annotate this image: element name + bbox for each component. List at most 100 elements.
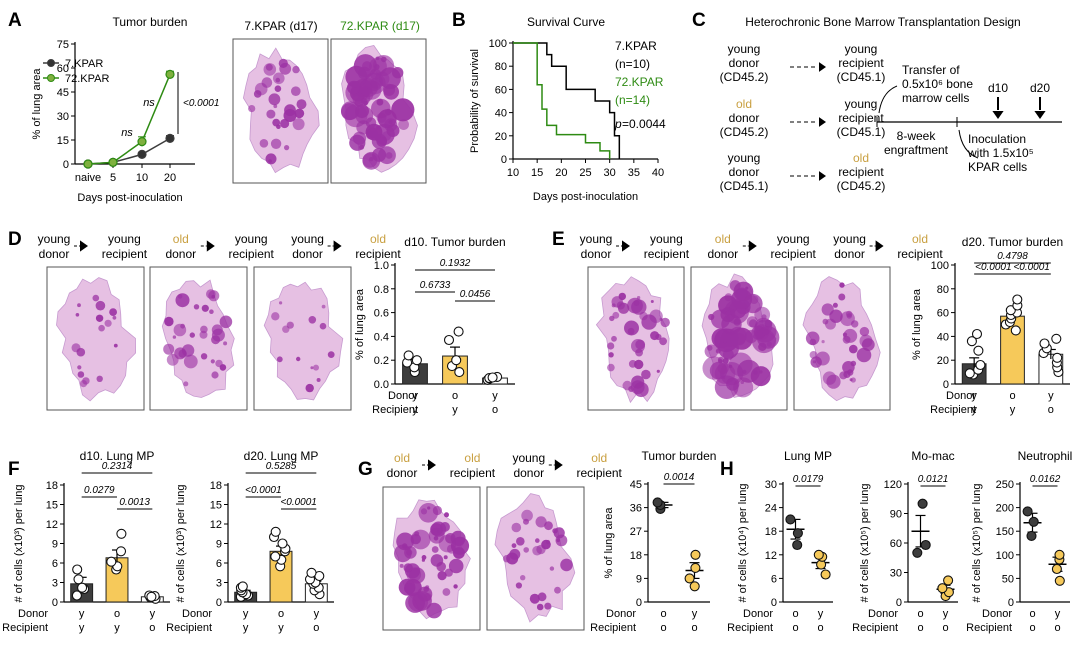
lung-section-icon — [330, 38, 427, 184]
tumor-nodule — [729, 280, 741, 292]
transfer-arrow-icon — [819, 62, 826, 72]
tumor-nodule — [77, 371, 85, 378]
tumor-nodule — [745, 286, 749, 290]
row-label-donor: Donor — [388, 390, 418, 402]
donor-age: young — [728, 151, 761, 165]
tumor-nodule — [627, 297, 643, 314]
y-tick-label: 3 — [216, 578, 222, 590]
tumor-nodule — [549, 566, 555, 571]
tumor-nodule — [450, 530, 466, 546]
y-tick-label: 15 — [57, 135, 69, 147]
y-tick-label: 50 — [1002, 573, 1014, 585]
recipient-code: o — [917, 622, 923, 634]
tumor-nodule — [453, 547, 465, 559]
tumor-nodule — [92, 294, 100, 302]
tumor-nodule — [362, 151, 381, 170]
transfer-arrow-icon — [819, 117, 826, 127]
data-point — [411, 355, 422, 366]
tumor-nodule — [448, 558, 464, 574]
row-label-donor: Donor — [982, 608, 1012, 620]
tumor-nodule — [810, 356, 822, 368]
tumor-nodule — [375, 56, 380, 61]
donor-code: o — [1029, 608, 1035, 620]
y-tick-label: 18 — [765, 526, 777, 538]
y-tick-label: 90 — [890, 509, 902, 521]
tumor-nodule — [275, 77, 281, 83]
tumor-nodule — [365, 123, 383, 141]
recipient-code: o — [691, 622, 697, 634]
tumor-nodule — [418, 503, 439, 523]
lung-section-icon — [382, 486, 481, 631]
panel-e-flow-age: young — [777, 232, 810, 246]
series-line — [87, 74, 171, 165]
x-tick-label: 10 — [136, 172, 148, 184]
y-axis-label: Probability of survival — [469, 49, 481, 153]
tumor-nodule — [177, 294, 183, 299]
tumor-nodule — [702, 356, 726, 380]
tumor-nodule — [164, 316, 174, 327]
donor-code: y — [692, 608, 698, 620]
tumor-nodule — [391, 98, 415, 122]
data-point — [1026, 530, 1037, 541]
donor-code: y — [818, 608, 824, 620]
recipient-marker: (CD45.1) — [837, 70, 886, 84]
data-point — [975, 359, 986, 371]
tumor-nodule — [536, 544, 546, 555]
data-point — [973, 345, 984, 356]
chart-title: Survival Curve — [527, 15, 605, 29]
tumor-nodule — [611, 335, 617, 342]
panel-d-flow-role: recipient — [355, 247, 401, 261]
data-point — [943, 575, 954, 586]
legend-n: (n=14) — [615, 93, 650, 107]
row-label-donor: Donor — [743, 608, 773, 620]
tumor-nodule — [521, 509, 533, 522]
tumor-nodule — [545, 539, 551, 545]
tumor-nodule — [104, 319, 112, 327]
panel-e-flow-arrow-icon — [748, 240, 757, 252]
panel-d-flow-role: recipient — [229, 247, 275, 261]
tumor-nodule — [859, 326, 870, 337]
row-label-recipient: Recipient — [590, 622, 636, 634]
data-point — [684, 573, 695, 584]
panel-g-flow-age: old — [591, 451, 607, 465]
tumor-nodule — [845, 310, 853, 318]
p-value: <0.0001 — [975, 262, 1011, 273]
recipient-marker: (CD45.2) — [837, 179, 886, 193]
donor-age: old — [736, 97, 752, 111]
tumor-nodule — [849, 344, 858, 354]
tumor-nodule — [278, 58, 288, 68]
donor-code: o — [792, 608, 798, 620]
recipient-code: o — [149, 622, 155, 634]
tumor-nodule — [76, 347, 86, 357]
y-tick-label: 40 — [495, 108, 507, 120]
donor-code: y — [314, 608, 320, 620]
tumor-nodule — [436, 561, 447, 572]
tumor-nodule — [95, 300, 106, 311]
tumor-nodule — [248, 105, 256, 113]
donor-code: y — [971, 390, 977, 402]
tumor-nodule — [283, 109, 297, 122]
data-point — [108, 157, 118, 167]
tumor-nodule — [535, 516, 547, 528]
donor-code: o — [452, 390, 458, 402]
y-axis-label: # of cells (x10³) per lung — [13, 485, 25, 603]
tumor-nodule — [273, 104, 278, 109]
y-tick-label: 6 — [771, 573, 777, 585]
tumor-nodule — [163, 343, 175, 355]
tumor-nodule — [183, 354, 198, 369]
y-tick-label: 0.4 — [374, 331, 389, 343]
tumor-nodule — [851, 320, 859, 328]
data-point — [72, 564, 83, 575]
p-value: <0.0001 — [245, 485, 281, 496]
panel-letter: A — [8, 10, 22, 31]
tumor-nodule — [388, 119, 393, 125]
p-value: <0.0001 — [280, 497, 316, 508]
day-label-d20: d20 — [1030, 81, 1050, 95]
lung-section-icon — [46, 266, 145, 411]
panel-e-flow-role: recipient — [897, 247, 943, 261]
tumor-nodule — [223, 341, 228, 346]
data-point — [83, 159, 93, 169]
tumor-nodule — [414, 531, 420, 537]
y-axis-label: # of cells (x10⁵) per lung — [859, 484, 871, 603]
tumor-nodule — [631, 339, 645, 353]
